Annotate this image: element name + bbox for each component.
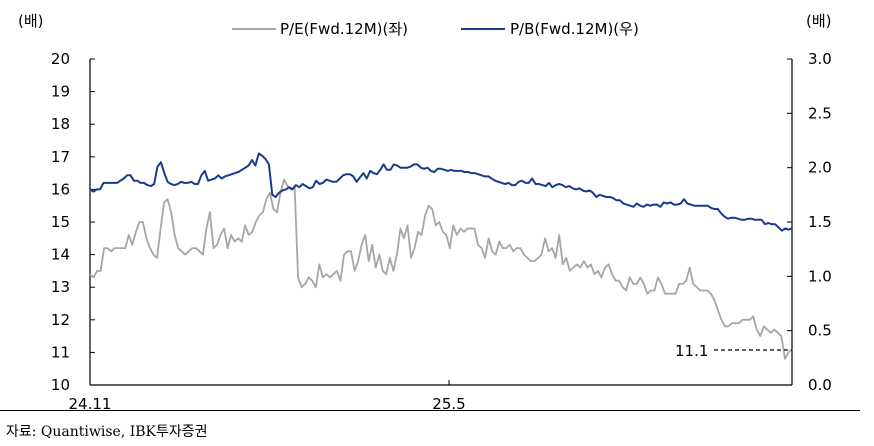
right-tick-label: 2.0 xyxy=(808,159,832,177)
left-axis: 10 11 12 13 14 15 16 17 18 19 20 xyxy=(51,50,95,394)
left-tick-label: 14 xyxy=(51,246,70,264)
left-tick-label: 10 xyxy=(51,376,70,394)
legend-pe-label: P/E(Fwd.12M)(좌) xyxy=(280,20,408,38)
x-tick-label: 24.11 xyxy=(69,395,112,412)
right-tick-label: 0.0 xyxy=(808,376,832,394)
series-layer xyxy=(89,152,793,360)
annotation-label: 11.1 xyxy=(675,342,708,360)
legend: P/E(Fwd.12M)(좌) P/B(Fwd.12M)(우) xyxy=(232,20,639,38)
left-tick-label: 15 xyxy=(51,213,70,231)
x-axis: 24.11 25.5 xyxy=(69,380,792,412)
x-tick-label: 25.5 xyxy=(432,395,465,412)
left-tick-label: 11 xyxy=(51,343,70,361)
pb-series-line xyxy=(89,152,793,232)
left-tick-label: 13 xyxy=(51,278,70,296)
pe-series-line xyxy=(89,178,793,360)
right-tick-label: 1.0 xyxy=(808,267,832,285)
left-tick-label: 18 xyxy=(51,115,70,133)
right-tick-label: 3.0 xyxy=(808,50,832,68)
right-axis-unit: (배) xyxy=(806,12,832,30)
right-tick-label: 1.5 xyxy=(808,213,832,231)
source-divider xyxy=(0,410,860,411)
left-tick-label: 20 xyxy=(51,50,70,68)
right-axis: 0.0 0.5 1.0 1.5 2.0 2.5 3.0 xyxy=(787,50,832,394)
left-tick-label: 17 xyxy=(51,148,70,166)
right-tick-label: 2.5 xyxy=(808,104,832,122)
left-tick-label: 19 xyxy=(51,83,70,101)
left-tick-label: 16 xyxy=(51,180,70,198)
right-tick-label: 0.5 xyxy=(808,322,832,340)
pe-pb-chart: (배) (배) P/E(Fwd.12M)(좌) P/B(Fwd.12M)(우) … xyxy=(18,12,832,412)
left-tick-label: 12 xyxy=(51,311,70,329)
source-note: 자료: Quantiwise, IBK투자증권 xyxy=(6,424,208,440)
legend-pb-label: P/B(Fwd.12M)(우) xyxy=(510,20,639,38)
left-axis-unit: (배) xyxy=(18,12,44,30)
